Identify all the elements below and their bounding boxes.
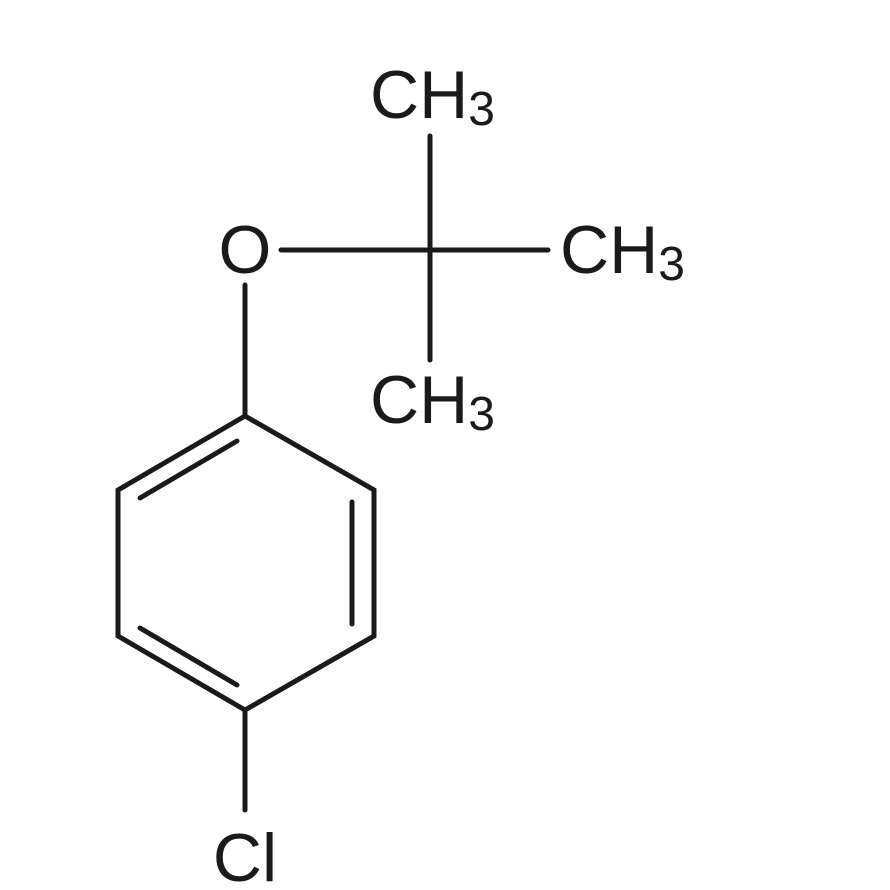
atom-o: O: [219, 212, 272, 288]
chemical-structure: O CH3 CH3 CH3 Cl: [0, 0, 890, 890]
atom-ch3-top: CH3: [370, 57, 495, 136]
atom-cl: Cl: [213, 820, 277, 890]
atom-ch3-bottom: CH3: [370, 362, 495, 441]
benzene-ring: [118, 416, 374, 710]
atom-ch3-right: CH3: [560, 212, 685, 291]
